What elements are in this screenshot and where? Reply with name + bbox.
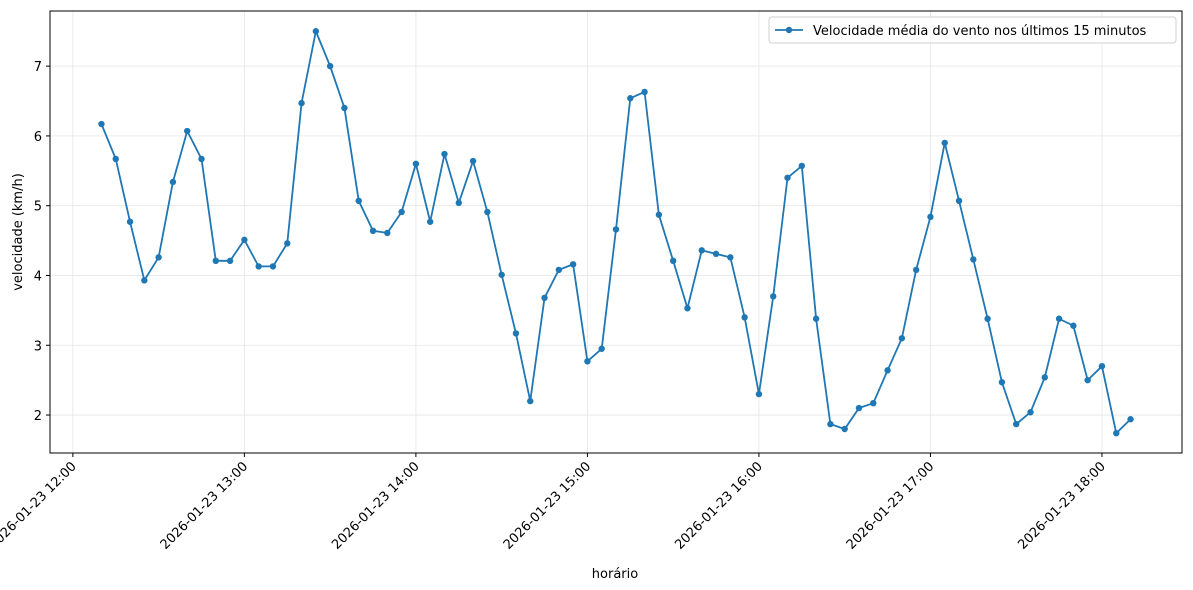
legend: Velocidade média do vento nos últimos 15… [768,16,1177,44]
point [498,271,505,278]
point [984,315,991,322]
point [312,28,320,35]
point [927,213,934,221]
point [784,174,791,181]
point [184,127,191,135]
point [955,197,963,205]
point [1055,315,1063,322]
point [141,277,148,284]
point [469,157,477,165]
point [669,257,677,265]
point [426,218,434,225]
y-tick-label: 6 [34,130,42,145]
point [484,208,491,216]
point [369,227,377,235]
point [112,155,119,163]
y-tick-label: 3 [34,339,42,354]
point [455,199,462,207]
x-tick-label: 2026-01-23 17:00 [844,459,937,552]
legend-label: Velocidade média do vento nos últimos 15… [813,24,1147,39]
point [169,178,177,186]
point [841,425,848,433]
point [812,315,820,322]
point [684,305,691,312]
point [655,211,663,218]
point [384,229,391,237]
point [269,263,277,270]
y-tick-label: 5 [34,200,42,215]
point [755,390,763,398]
x-tick-label: 2026-01-23 18:00 [1015,459,1108,552]
y-tick-label: 4 [34,269,42,284]
point [727,254,734,261]
legend-marker [785,26,793,34]
point [741,314,748,321]
point [870,399,877,407]
point [527,397,534,405]
point [241,236,248,244]
point [298,99,305,107]
point [1070,322,1077,329]
point [941,139,948,147]
point [512,330,520,337]
x-tick-label: 2026-01-23 13:00 [158,459,251,552]
y-tick-label: 7 [34,60,42,75]
point [584,358,591,365]
point [226,257,234,265]
point [212,257,219,265]
point [326,62,334,70]
point [126,218,134,225]
x-tick-label: 2026-01-23 15:00 [501,459,594,552]
y-tick-label: 2 [34,409,42,424]
point [198,155,205,163]
point [798,162,806,170]
point [98,120,105,128]
point [1084,376,1091,384]
x-axis-label: horário [592,567,638,582]
point [1027,409,1034,416]
point [712,250,720,258]
point [627,95,634,102]
point [1113,429,1120,437]
point [541,294,548,302]
point [155,254,162,261]
x-tick-label: 2026-01-23 16:00 [672,459,765,552]
point [898,335,906,342]
x-tick-label: 2026-01-23 14:00 [329,459,422,552]
legend-frame [768,16,1177,44]
point [641,88,648,96]
point [555,266,563,274]
point [612,226,620,233]
point [998,379,1006,386]
point [884,367,891,374]
point [770,293,777,300]
point [355,197,362,205]
point [284,240,291,247]
y-axis-label: velocidade (km/h) [11,173,26,291]
point [598,345,605,352]
point [441,150,448,158]
point [255,263,262,270]
point [827,420,834,428]
point [855,404,863,412]
x-tick-label: 2026-01-23 12:00 [0,459,80,552]
point [341,104,348,112]
point [970,256,977,263]
point [698,247,705,254]
point [1013,420,1020,428]
point [569,261,577,268]
point [398,208,405,216]
point [912,266,920,274]
point [1098,362,1106,370]
point [1041,374,1048,381]
point [1127,416,1134,423]
point [412,160,420,168]
plot-frame [49,10,1183,454]
